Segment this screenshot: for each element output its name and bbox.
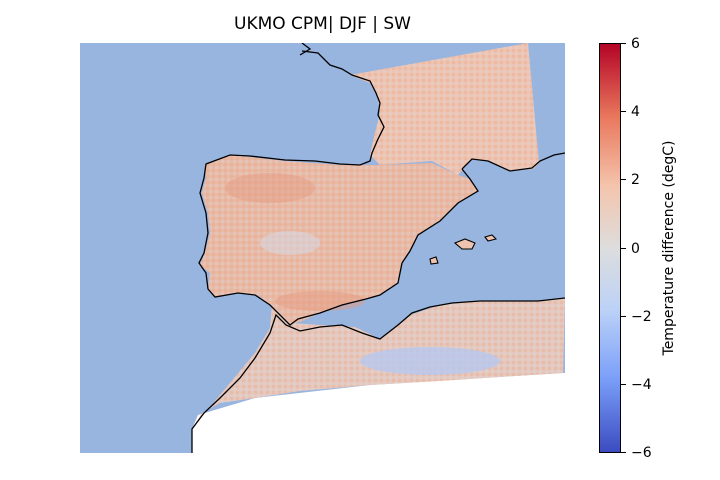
coastlines bbox=[191, 43, 565, 453]
colorbar bbox=[599, 43, 621, 453]
colorbar-tick bbox=[621, 384, 626, 385]
colorbar-tick-label: 4 bbox=[631, 104, 640, 120]
colorbar-tick bbox=[621, 248, 626, 249]
cool-anomaly bbox=[360, 347, 500, 375]
colorbar-label: Temperature difference (degC) bbox=[661, 140, 677, 356]
colorbar-tick bbox=[621, 452, 626, 453]
colorbar-tick-label: 0 bbox=[631, 241, 640, 257]
colorbar-tick-label: −6 bbox=[631, 445, 652, 461]
land-balearic bbox=[429, 234, 498, 265]
colorbar-tick bbox=[621, 43, 626, 44]
map-panel bbox=[80, 43, 565, 453]
colorbar-tick-label: −2 bbox=[631, 309, 652, 325]
colorbar-tick bbox=[621, 179, 626, 180]
colorbar-tick-label: 6 bbox=[631, 36, 640, 52]
map-title: UKMO CPM| DJF | SW bbox=[234, 14, 411, 34]
colorbar-tick bbox=[621, 111, 626, 112]
warm-anomaly bbox=[225, 173, 315, 203]
colorbar-tick-label: −4 bbox=[631, 377, 652, 393]
colorbar-tick bbox=[621, 316, 626, 317]
colorbar-tick-label: 2 bbox=[631, 172, 640, 188]
